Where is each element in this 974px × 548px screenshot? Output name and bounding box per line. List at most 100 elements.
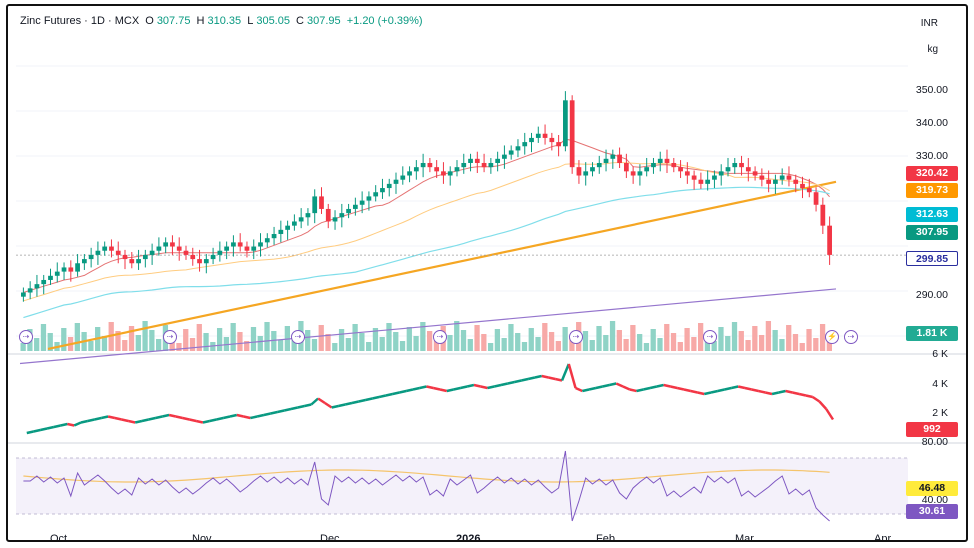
dividend-arrow-icon[interactable]: ⇢ [19,330,33,344]
candle-body [623,162,629,172]
candle-body [359,200,365,205]
rsi-tick: 80.00 [921,436,948,448]
candle-body [522,142,528,147]
volume-bar [460,330,467,351]
candle-body [603,158,609,163]
candle-body [698,179,704,184]
volume-bar [569,336,575,351]
obv-segment [67,422,75,427]
volume-bar [758,335,765,351]
obv-segment [636,388,644,393]
symbol-title[interactable]: Zinc Futures · 1D · MCX [20,15,140,27]
volume-bar [515,333,521,351]
candle-body [542,133,548,138]
obv-segment [73,421,82,427]
obv-segment [717,388,725,393]
obv-segment [263,412,271,417]
volume-bar [819,324,826,351]
volume-bar [305,330,311,351]
volume-bar [454,321,460,351]
open-label: O [145,15,154,27]
candle-body [529,137,534,143]
obv-segment [175,415,183,420]
rsi-tag: 30.61 [906,504,958,519]
volume-bar [115,331,121,351]
candle-body [725,167,731,172]
obv-segment [480,385,488,390]
obv-segment [107,415,116,420]
low-label: L [247,15,254,27]
candle-body [210,254,216,260]
volume-bar [474,325,480,351]
volume-bar [379,337,385,351]
candle-body [495,158,501,163]
price-tick: 350.00 [915,84,948,96]
volume-bar [332,343,338,351]
volume-bar [670,333,677,351]
candle-body [441,171,446,176]
dividend-arrow-icon[interactable]: ⇢ [844,330,858,344]
candle-body [393,179,399,184]
volume-bar [47,333,53,351]
volume-bar [189,338,196,351]
volume-bar [528,328,534,351]
volume-bar [244,341,250,351]
candle-body [224,246,230,251]
volume-bar [508,324,514,351]
candle-body [420,162,426,168]
obv-segment [426,385,434,390]
obv-segment [439,388,448,393]
price-tick: 290.00 [915,289,948,301]
volume-bar [372,328,379,351]
obv-segment [527,376,536,381]
obv-segment [277,409,285,414]
candle-body [373,192,379,197]
candle-body [81,259,87,264]
obv-segment [33,428,41,433]
obv-segment [128,419,136,424]
volume-bar [128,326,135,351]
volume-bar [562,327,568,351]
candle-body [827,225,832,255]
volume-bar [345,338,351,351]
candle-body [48,275,53,280]
volume-bar [582,331,589,351]
candle-body [285,225,290,230]
obv-segment [405,388,414,393]
obv-segment [270,410,278,415]
candle-body [793,179,799,184]
lightning-icon[interactable]: ⚡ [825,330,839,344]
candle-body [610,154,616,159]
obv-segment [514,379,522,384]
candle-body [752,171,758,176]
volume-bar [74,323,80,351]
obv-segment [446,388,454,393]
time-tick: 2026 [456,533,481,542]
candle-body [474,158,480,163]
candle-body [413,167,419,172]
volume-bar [399,341,406,351]
candle-body [664,158,670,163]
chart-canvas[interactable] [8,6,968,542]
obv-segment [134,419,143,424]
dividend-arrow-icon[interactable]: ⇢ [703,330,717,344]
candle-body [264,238,270,243]
obv-segment [236,413,244,418]
dividend-arrow-icon[interactable]: ⇢ [163,330,177,344]
candle-body [122,254,128,260]
obv-segment [554,377,563,382]
volume-bar [481,334,487,351]
obv-segment [222,415,231,420]
obv-segment [731,385,739,390]
candle-body [380,188,385,193]
dividend-arrow-icon[interactable]: ⇢ [291,330,305,344]
dividend-arrow-icon[interactable]: ⇢ [569,330,583,344]
obv-segment [622,385,631,391]
dividend-arrow-icon[interactable]: ⇢ [433,330,447,344]
obv-segment [629,388,637,393]
volume-bar [101,336,108,351]
candle-body [773,179,778,184]
candle-body [244,246,250,251]
obv-segment [229,413,238,418]
volume-bar [786,325,792,351]
